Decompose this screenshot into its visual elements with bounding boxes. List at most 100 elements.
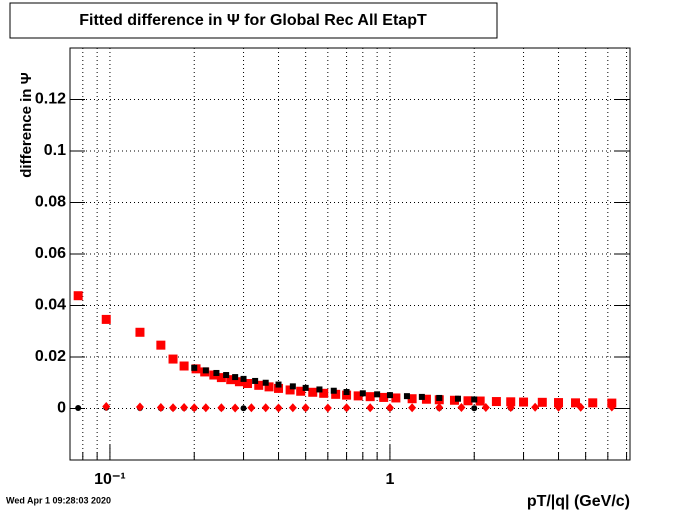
marker <box>289 383 296 390</box>
y-axis-label: difference in Ψ <box>18 72 35 178</box>
marker <box>302 384 309 391</box>
marker <box>418 393 425 400</box>
marker <box>285 385 295 395</box>
marker <box>274 383 284 393</box>
marker <box>262 379 269 386</box>
marker <box>571 398 581 408</box>
marker <box>252 377 259 384</box>
marker <box>343 389 350 396</box>
x-tick-label: 1 <box>385 471 394 488</box>
marker <box>288 403 297 413</box>
marker <box>519 397 529 407</box>
marker <box>537 397 547 407</box>
marker <box>386 392 393 399</box>
marker <box>216 373 226 383</box>
marker <box>240 375 247 382</box>
marker <box>243 379 253 389</box>
marker <box>240 405 247 412</box>
marker <box>274 403 283 413</box>
marker <box>342 403 351 413</box>
plot-frame <box>69 47 631 461</box>
marker <box>234 377 244 387</box>
marker <box>156 402 165 412</box>
marker <box>202 367 209 374</box>
marker <box>254 380 264 390</box>
marker <box>391 393 401 403</box>
marker <box>296 386 306 396</box>
y-tick-label: 0.04 <box>35 297 66 314</box>
marker <box>374 391 381 398</box>
marker <box>102 401 111 411</box>
marker <box>454 395 461 402</box>
marker <box>403 393 410 400</box>
marker <box>353 391 363 401</box>
marker <box>135 402 144 412</box>
x-tick-label: 10⁻¹ <box>94 471 126 488</box>
marker <box>301 403 310 413</box>
marker <box>588 398 598 408</box>
marker <box>463 396 473 406</box>
marker <box>201 403 210 413</box>
marker <box>213 369 220 376</box>
marker <box>330 387 337 394</box>
marker <box>75 404 82 411</box>
title-box <box>9 2 498 39</box>
marker <box>359 390 366 397</box>
marker <box>385 403 394 413</box>
marker <box>217 403 226 413</box>
y-tick-label: 0.02 <box>35 348 66 365</box>
marker <box>407 394 417 404</box>
marker <box>531 402 540 412</box>
marker <box>331 389 341 399</box>
marker <box>475 396 485 406</box>
marker <box>506 402 515 412</box>
marker <box>554 398 564 408</box>
marker <box>247 403 256 413</box>
marker <box>308 387 318 397</box>
marker <box>491 397 501 407</box>
marker <box>471 396 478 403</box>
chart-title: Fitted difference in Ψ for Global Rec Al… <box>79 12 427 29</box>
marker <box>449 395 459 405</box>
marker <box>471 405 478 412</box>
marker <box>261 403 270 413</box>
marker <box>135 327 145 337</box>
x-axis-label: pT/|q| (GeV/c) <box>527 493 630 510</box>
y-tick-label: 0.1 <box>44 142 66 159</box>
marker <box>226 375 236 385</box>
marker <box>169 403 178 413</box>
marker <box>231 403 240 413</box>
marker <box>319 388 329 398</box>
y-tick-label: 0.12 <box>35 91 66 108</box>
marker <box>366 403 375 413</box>
y-tick-label: 0.08 <box>35 194 66 211</box>
marker <box>323 403 332 413</box>
marker <box>421 394 431 404</box>
marker <box>223 372 230 379</box>
y-tick-label: 0 <box>57 400 66 417</box>
marker <box>408 403 417 413</box>
marker <box>180 402 189 412</box>
marker <box>73 291 83 301</box>
marker <box>436 394 443 401</box>
marker <box>435 402 444 412</box>
marker <box>607 402 616 412</box>
marker <box>365 392 375 402</box>
marker <box>554 402 563 412</box>
marker <box>316 386 323 393</box>
marker <box>156 340 166 350</box>
marker <box>481 402 490 412</box>
marker <box>232 374 239 381</box>
marker <box>101 314 111 324</box>
marker <box>168 354 178 364</box>
marker <box>275 381 282 388</box>
marker <box>342 390 352 400</box>
marker <box>190 403 199 413</box>
marker <box>179 361 189 371</box>
marker <box>191 364 198 371</box>
marker <box>264 382 274 392</box>
marker <box>576 402 585 412</box>
timestamp: Wed Apr 1 09:28:03 2020 <box>6 495 111 505</box>
